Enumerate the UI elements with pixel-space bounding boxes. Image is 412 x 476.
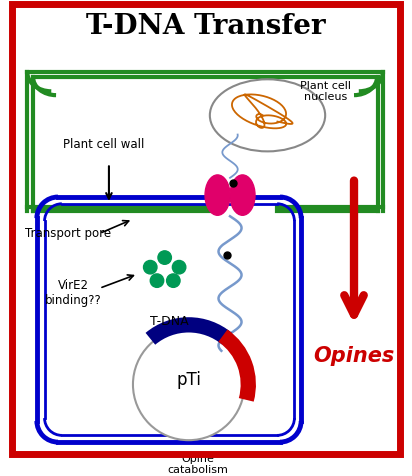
Text: VirE2
binding??: VirE2 binding?? (45, 279, 102, 307)
Ellipse shape (230, 175, 255, 215)
Text: T-DNA Transfer: T-DNA Transfer (86, 13, 326, 40)
Ellipse shape (205, 175, 230, 215)
Text: T-DNA: T-DNA (150, 316, 189, 328)
Text: Plant cell wall: Plant cell wall (63, 138, 145, 151)
Ellipse shape (210, 79, 325, 151)
Circle shape (133, 329, 244, 440)
Circle shape (158, 251, 171, 264)
Text: Transport pore: Transport pore (25, 227, 111, 240)
Circle shape (172, 260, 186, 274)
Circle shape (143, 260, 157, 274)
Text: Opines: Opines (314, 346, 395, 366)
Text: Plant cell
nucleus: Plant cell nucleus (300, 80, 351, 102)
Text: Opine
catabolism: Opine catabolism (168, 454, 229, 475)
Circle shape (150, 274, 164, 288)
Circle shape (166, 274, 180, 288)
Text: pTi: pTi (176, 371, 201, 388)
